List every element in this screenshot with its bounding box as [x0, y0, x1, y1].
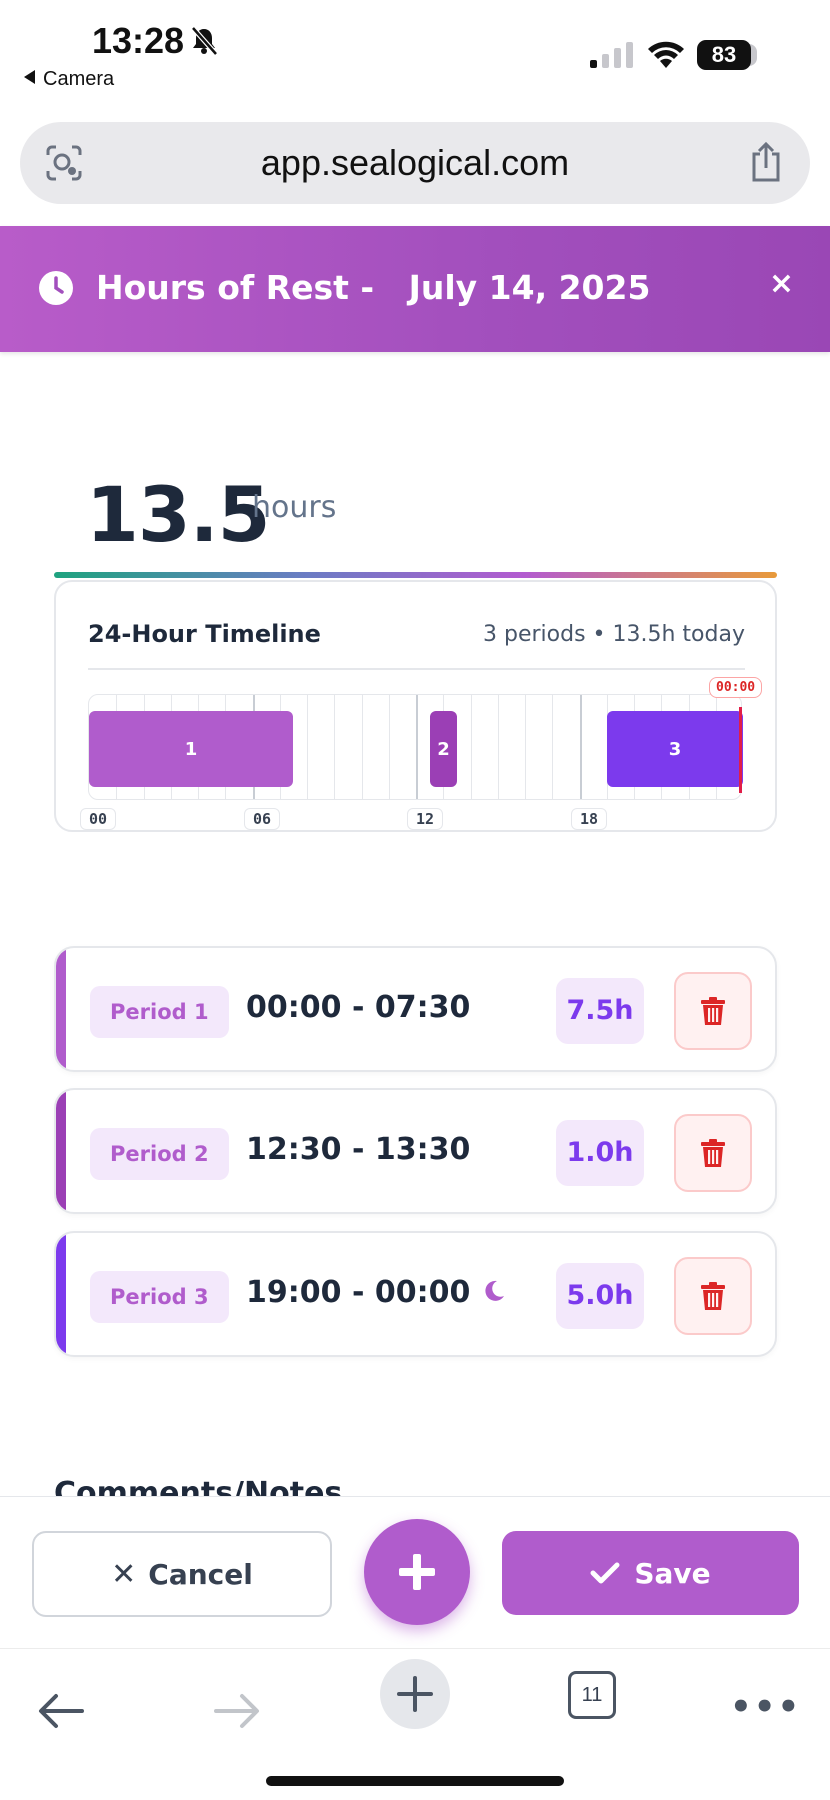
- period-range-text: 12:30 - 13:30: [246, 1132, 471, 1167]
- timeline-gridline: [362, 695, 363, 799]
- period-accent-bar: [56, 1090, 66, 1212]
- period-card[interactable]: Period 3 19:00 - 00:00 5.0h: [54, 1231, 777, 1357]
- timeline-gridline: [334, 695, 335, 799]
- timeline-block-2[interactable]: 2: [430, 711, 457, 787]
- timeline-tick-label: 18: [571, 808, 608, 830]
- period-duration: 1.0h: [556, 1120, 644, 1186]
- period-time-range[interactable]: 00:00 - 07:30: [246, 990, 470, 1025]
- timeline-major-gridline: [416, 695, 418, 799]
- clock-icon: [39, 271, 73, 305]
- home-indicator: [266, 1776, 564, 1786]
- timeline-gridline: [471, 695, 472, 799]
- current-time-label: 00:00: [709, 677, 763, 698]
- x-icon: ✕: [111, 1556, 137, 1592]
- status-time: 13:28: [92, 20, 185, 61]
- battery-icon: 83: [697, 40, 757, 70]
- more-icon[interactable]: •••: [730, 1687, 802, 1727]
- share-icon[interactable]: [748, 140, 784, 184]
- tab-count-button[interactable]: 11: [568, 1671, 616, 1719]
- timeline-tick-label: 06: [244, 808, 281, 830]
- period-accent-bar: [56, 948, 66, 1070]
- period-time-range[interactable]: 19:00 - 00:00: [246, 1275, 506, 1310]
- browser-toolbar: 11 •••: [0, 1648, 830, 1800]
- save-button[interactable]: Save: [502, 1531, 799, 1615]
- period-card[interactable]: Period 1 00:00 - 07:30 7.5h: [54, 946, 777, 1072]
- timeline-block-3[interactable]: 3: [607, 711, 743, 787]
- trash-icon: [701, 997, 725, 1025]
- period-label: Period 1: [90, 986, 229, 1038]
- delete-period-button[interactable]: [674, 1114, 752, 1192]
- battery-level: 83: [697, 40, 751, 70]
- timeline-major-gridline: [580, 695, 582, 799]
- forward-arrow-icon[interactable]: [214, 1693, 260, 1729]
- period-label: Period 2: [90, 1128, 229, 1180]
- plus-icon: [397, 1676, 433, 1712]
- total-hours-unit: hours: [252, 490, 337, 525]
- timeline-card: 24-Hour Timeline 3 periods • 13.5h today…: [54, 580, 777, 832]
- cancel-label: Cancel: [148, 1557, 253, 1591]
- period-accent-bar: [56, 1233, 66, 1355]
- period-range-text: 00:00 - 07:30: [246, 990, 471, 1025]
- back-to-app[interactable]: Camera: [24, 68, 114, 91]
- back-triangle-icon: [24, 70, 35, 84]
- period-duration: 7.5h: [556, 978, 644, 1044]
- total-hours-value: 13.5: [86, 470, 271, 559]
- timeline-block-1[interactable]: 1: [89, 711, 293, 787]
- back-arrow-icon[interactable]: [38, 1693, 84, 1729]
- cancel-button[interactable]: ✕ Cancel: [32, 1531, 332, 1617]
- action-bar: ✕ Cancel Save: [0, 1496, 830, 1648]
- period-duration: 5.0h: [556, 1263, 644, 1329]
- back-app-label: Camera: [43, 68, 115, 90]
- timeline-summary: 3 periods • 13.5h today: [483, 622, 745, 647]
- timeline-gridline: [525, 695, 526, 799]
- plus-icon: [399, 1554, 435, 1590]
- delete-period-button[interactable]: [674, 1257, 752, 1335]
- checkmark-icon: [590, 1562, 620, 1584]
- timeline-gridline: [307, 695, 308, 799]
- modal-title: Hours of Rest - July 14, 2025: [96, 268, 651, 307]
- timeline-tick-label: 00: [80, 808, 117, 830]
- wifi-icon: [648, 41, 684, 68]
- modal-header: Hours of Rest - July 14, 2025 ×: [0, 226, 830, 352]
- status-bar: 13:28 Camera 83: [0, 0, 830, 110]
- current-time-marker: [739, 707, 742, 793]
- moon-icon: [485, 1280, 505, 1301]
- close-button[interactable]: ×: [768, 266, 794, 301]
- delete-period-button[interactable]: [674, 972, 752, 1050]
- trash-icon: [701, 1139, 725, 1167]
- period-card[interactable]: Period 2 12:30 - 13:30 1.0h: [54, 1088, 777, 1214]
- period-range-text: 19:00 - 00:00: [246, 1275, 471, 1310]
- period-time-range[interactable]: 12:30 - 13:30: [246, 1132, 470, 1167]
- trash-icon: [701, 1282, 725, 1310]
- new-tab-button[interactable]: [380, 1659, 450, 1729]
- timeline-gridline: [552, 695, 553, 799]
- address-bar[interactable]: app.sealogical.com: [20, 122, 810, 204]
- timeline-track[interactable]: 1 2 3 00:00: [88, 677, 763, 800]
- timeline-gridline: [498, 695, 499, 799]
- url-text[interactable]: app.sealogical.com: [260, 142, 570, 183]
- timeline-tick-label: 12: [407, 808, 444, 830]
- signal-icon: [590, 42, 633, 68]
- period-label: Period 3: [90, 1271, 229, 1323]
- bell-slash-icon: [191, 26, 218, 56]
- add-period-button[interactable]: [364, 1519, 470, 1625]
- save-label: Save: [634, 1556, 711, 1590]
- timeline-title: 24-Hour Timeline: [88, 620, 321, 648]
- timeline-divider: [88, 668, 745, 670]
- timeline-gridline: [389, 695, 390, 799]
- gradient-divider: [54, 572, 777, 578]
- visual-lookup-icon[interactable]: [44, 143, 84, 183]
